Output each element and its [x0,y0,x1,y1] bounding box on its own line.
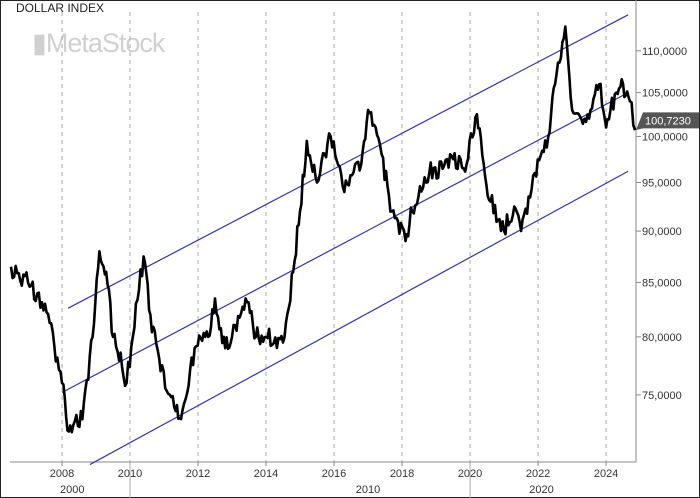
x-tick-label: 2016 [322,468,346,480]
channel-line-lower [89,170,629,466]
y-tick-label: 75,0000 [642,390,682,402]
y-tick-label: 95,0000 [642,178,682,190]
x-tick-label: 2014 [254,468,278,480]
decade-label: 2000 [60,484,84,496]
decade-label: 2020 [529,484,553,496]
y-tick-label: 85,0000 [642,277,682,289]
decade-label: 2010 [356,484,380,496]
x-tick-label: 2012 [186,468,210,480]
y-tick-label: 100,0000 [642,131,688,143]
x-tick-label: 2008 [50,468,74,480]
chart-title: DOLLAR INDEX [16,1,105,15]
watermark-text: MetaStock [45,28,166,58]
x-tick-label: 2024 [594,468,618,480]
y-tick-label: 80,0000 [642,332,682,344]
last-value-tag [636,112,699,130]
x-tick-label: 2022 [526,468,550,480]
y-tick-label: 90,0000 [642,226,682,238]
price-line [9,25,637,434]
last-value-label: 100,7230 [645,115,691,127]
x-tick-label: 2018 [390,468,414,480]
metastock-watermark: ▮MetaStock [32,28,166,58]
channel-line-middle [61,92,629,394]
channel-line-upper [67,14,629,309]
y-tick-label: 105,0000 [642,88,688,100]
y-tick-label: 110,0000 [642,46,687,58]
